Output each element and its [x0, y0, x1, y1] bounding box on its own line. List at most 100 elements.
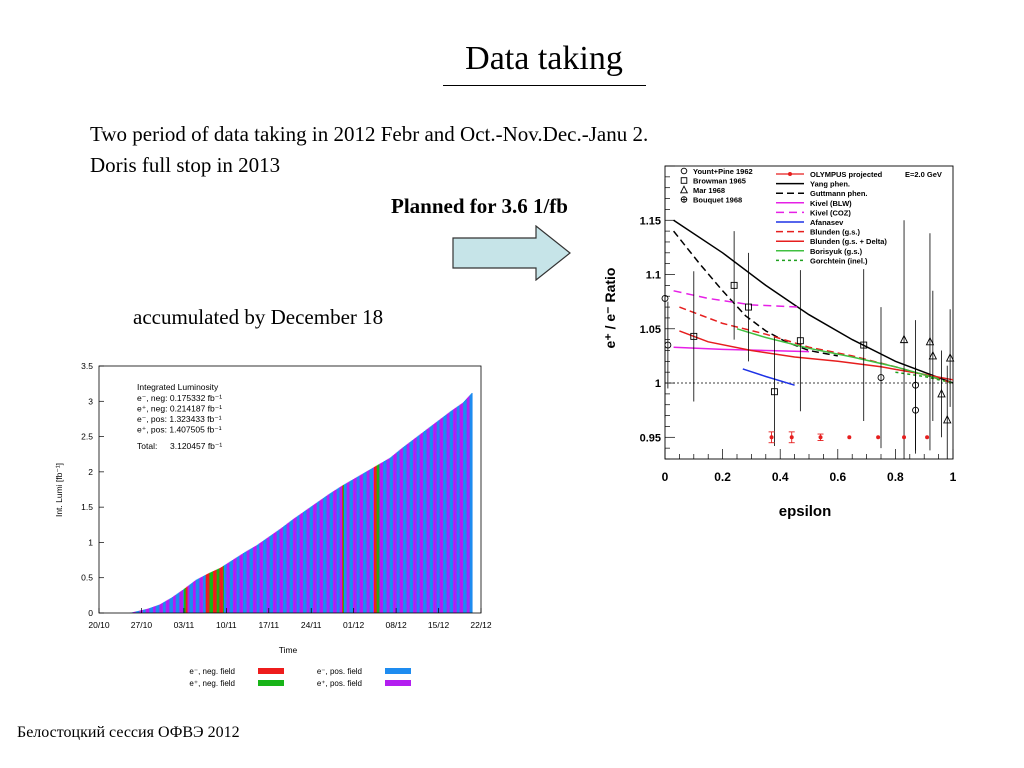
lumi-bar — [154, 606, 157, 613]
lumi-bar — [153, 606, 156, 613]
lumi-bar — [224, 564, 227, 613]
x-tick-label: 24/11 — [301, 620, 322, 630]
x-tick-label: 08/12 — [385, 620, 407, 630]
legend-label: Blunden (g.s. + Delta) — [810, 237, 887, 246]
lumi-bar — [165, 600, 167, 613]
lumi-bar — [444, 415, 446, 613]
lumi-bar — [386, 459, 388, 613]
lumi-bar — [432, 424, 434, 613]
lumi-bar — [341, 485, 343, 613]
lumi-bar — [385, 459, 388, 613]
lumi-bar — [317, 501, 319, 613]
lumi-bar — [179, 591, 181, 613]
lumi-bar — [456, 406, 459, 613]
x-tick-label: 17/11 — [258, 620, 279, 630]
lumi-bar — [269, 536, 271, 613]
lumi-bar — [262, 541, 264, 613]
lumi-bar — [206, 574, 208, 613]
lumi-bar — [418, 435, 420, 613]
lumi-bar — [434, 422, 437, 613]
slide-title: Data taking — [465, 40, 623, 77]
lumi-bar — [166, 600, 168, 613]
lumi-bar — [233, 558, 236, 613]
lumi-bar — [239, 555, 241, 613]
lumi-bar — [416, 436, 418, 613]
lumi-bar — [211, 571, 213, 613]
lumi-bar — [391, 456, 393, 613]
lumi-bar — [348, 481, 350, 613]
legend-swatch — [385, 668, 411, 674]
lumi-bar — [266, 537, 268, 613]
lumi-bar — [142, 609, 144, 613]
lumi-bar — [404, 445, 407, 613]
lumi-bar — [137, 610, 139, 613]
lumi-bar — [306, 509, 308, 613]
lumi-bar — [390, 457, 392, 613]
lumi-bar — [332, 491, 334, 613]
x-tick-label: 27/10 — [131, 620, 153, 630]
lumi-bar — [139, 610, 141, 613]
lumi-bar — [181, 590, 183, 613]
lumi-bar — [219, 568, 221, 613]
lumi-bar — [280, 528, 282, 613]
lumi-bar — [333, 490, 336, 613]
x-axis-label: Time — [279, 645, 298, 655]
lumi-bar — [328, 494, 330, 613]
y-tick-label: 0.5 — [81, 573, 93, 583]
lumi-bar — [157, 605, 159, 613]
lumi-bar — [238, 555, 240, 613]
lumi-bar — [189, 584, 191, 613]
lumi-bar — [264, 539, 267, 613]
lumi-bar — [454, 408, 456, 613]
lumi-bar — [464, 399, 467, 613]
lumi-bar — [133, 611, 136, 613]
lumi-bar — [145, 609, 147, 613]
lumi-bar — [366, 471, 368, 613]
lumi-bar — [395, 452, 398, 613]
lumi-bar — [381, 462, 383, 613]
lumi-bar — [368, 470, 370, 613]
lumi-bar — [424, 430, 427, 613]
lumi-bar — [451, 410, 453, 613]
lumi-bar — [461, 403, 463, 613]
x-tick-label: 22/12 — [470, 620, 492, 630]
lumi-bar — [427, 428, 429, 613]
lumi-bar — [362, 473, 364, 613]
lumi-bar — [352, 479, 354, 613]
data-point-square — [745, 303, 752, 311]
lumi-bar — [458, 405, 460, 613]
lumi-bar — [389, 457, 391, 613]
lumi-bar — [447, 413, 449, 613]
lumi-bar — [314, 503, 317, 613]
legend-label: Kivel (BLW) — [810, 199, 852, 208]
lumi-bar — [287, 522, 289, 613]
lumi-bar — [422, 432, 424, 613]
lumi-bar — [398, 450, 400, 613]
series-line — [742, 368, 795, 386]
lumi-bar — [147, 608, 149, 613]
lumi-bar — [221, 566, 223, 613]
lumi-bar — [226, 563, 228, 613]
lumi-bar — [377, 464, 379, 613]
lumi-bar — [252, 547, 254, 613]
lumi-bar — [312, 505, 314, 613]
lumi-bar — [303, 511, 305, 613]
lumi-bar — [160, 603, 162, 613]
lumi-bar — [231, 560, 233, 613]
lumi-bar — [407, 443, 409, 613]
lumi-bar — [401, 448, 403, 613]
x-axis-label: epsilon — [779, 503, 832, 520]
lumi-bar — [215, 569, 217, 613]
lumi-bar — [235, 557, 237, 613]
lumi-bar — [270, 535, 272, 613]
lumi-bar — [289, 521, 291, 613]
legend-label: Afanasev — [810, 218, 844, 227]
lumi-bar — [178, 592, 180, 613]
lumi-bar — [319, 500, 321, 613]
lumi-bar — [320, 499, 322, 613]
lumi-bar — [323, 497, 325, 613]
lumi-bar — [265, 538, 268, 613]
data-point-circle — [661, 294, 669, 302]
lumi-bar — [158, 604, 160, 613]
lumi-bar — [408, 442, 410, 613]
